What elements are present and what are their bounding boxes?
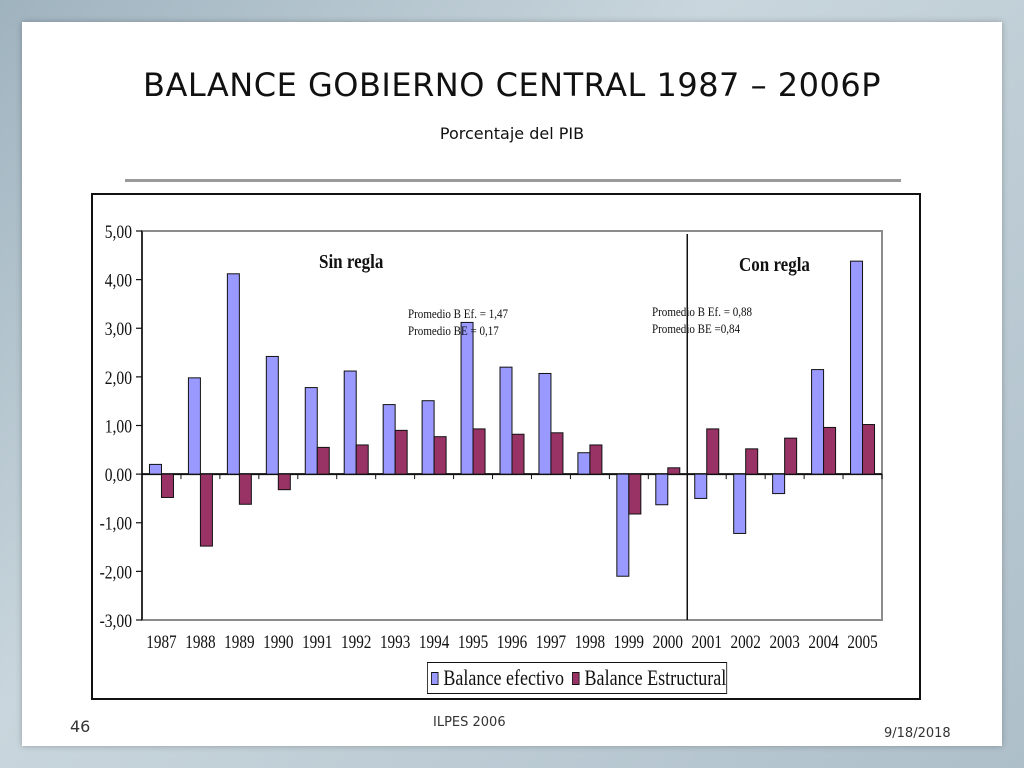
legend-label-balance-estructural: Balance Estructural [584,665,727,690]
page-number: 46 [70,717,91,736]
footer-date: 9/18/2018 [884,726,951,741]
x-tick-label: 2002 [730,631,760,652]
y-tick-label: 0,00 [105,465,133,486]
label-sin-regla: Sin regla [319,251,383,274]
bar-balance-efectivo-2004 [811,369,825,475]
bar-balance-efectivo-1991 [304,387,318,475]
y-tick-label: 1,00 [105,416,133,437]
bar-balance-efectivo-2000 [655,473,669,506]
bar-balance-estructural-2004 [823,426,837,475]
bar-balance-estructural-1996 [511,433,525,475]
x-tick-label: 1998 [575,631,605,652]
x-tick-label: 1999 [614,631,644,652]
bar-balance-estructural-1990 [277,473,291,491]
x-tick-label: 1993 [380,631,410,652]
footer-source: ILPES 2006 [433,715,506,730]
y-tick-label: 3,00 [105,319,133,340]
chart-frame: -3,00 -2,00 -1,00 0,00 1,00 2,00 3,00 4,00 5,00 1… [91,193,921,700]
bar-balance-estructural-1999 [628,473,642,515]
x-tick-label: 1992 [341,631,371,652]
bar-balance-efectivo-1992 [343,370,357,475]
avg-right-line-2: Promedio BE =0,84 [652,321,740,336]
bar-balance-estructural-2001 [706,428,720,475]
bar-balance-efectivo-1994 [421,400,435,475]
bar-balance-estructural-2000 [667,467,681,475]
x-tick-label: 2003 [769,631,799,652]
y-tick-label: -2,00 [100,562,133,583]
bar-balance-efectivo-1990 [265,355,279,475]
x-tick-label: 1995 [458,631,488,652]
bar-balance-efectivo-2001 [694,473,708,499]
bar-balance-estructural-1988 [199,473,213,547]
x-tick-label: 2001 [692,631,722,652]
bar-balance-efectivo-1988 [187,377,201,475]
bar-balance-estructural-1995 [472,428,486,475]
bar-balance-estructural-1991 [316,446,330,475]
bar-balance-estructural-1994 [433,436,447,475]
bar-balance-efectivo-1989 [226,273,240,475]
slide-subtitle: Porcentaje del PIB [439,124,585,143]
chart-legend: Balance efectivo Balance Estructural [427,662,728,694]
avg-left-line-1: Promedio B Ef. = 1,47 [408,306,508,321]
label-con-regla: Con regla [739,254,810,277]
bar-balance-estructural-1987 [160,473,174,498]
bar-balance-estructural-2003 [784,437,798,475]
bar-balance-efectivo-1995 [460,321,474,475]
x-tick-label: 1994 [419,631,450,652]
bar-balance-efectivo-2003 [772,473,786,495]
legend-label-balance-efectivo: Balance efectivo [443,665,565,690]
x-tick-label: 2005 [847,631,877,652]
slide-title: BALANCE GOBIERNO CENTRAL 1987 – 2006P [143,66,881,104]
x-tick-label: 1988 [185,631,215,652]
bar-balance-estructural-1993 [394,429,408,475]
bar-balance-estructural-1997 [550,432,564,475]
x-tick-label: 1989 [224,631,254,652]
bar-balance-efectivo-1996 [499,366,513,475]
bar-balance-estructural-2005 [862,424,876,475]
bar-balance-efectivo-1987 [148,463,162,475]
x-tick-label: 1997 [536,631,567,652]
x-tick-label: 1987 [146,631,177,652]
x-tick-label: 2000 [653,631,683,652]
bar-balance-efectivo-1999 [616,473,630,577]
bar-balance-estructural-2002 [745,448,759,475]
bar-balance-estructural-1998 [589,444,603,475]
legend-swatch-balance-estructural [572,671,580,685]
avg-right-line-1: Promedio B Ef. = 0,88 [652,304,752,319]
avg-left-line-2: Promedio BE = 0,17 [408,323,499,338]
y-tick-label: 4,00 [105,270,133,291]
bar-balance-efectivo-1998 [577,452,591,475]
bar-balance-efectivo-2002 [733,473,747,534]
x-tick-label: 1991 [302,631,332,652]
y-tick-label: -3,00 [100,611,133,632]
y-tick-label: 5,00 [105,222,133,243]
x-tick-label: 1990 [263,631,293,652]
y-tick-label: 2,00 [105,367,133,388]
bar-balance-efectivo-1993 [382,404,396,475]
x-tick-label: 1996 [497,631,528,652]
bar-chart: -3,00 -2,00 -1,00 0,00 1,00 2,00 3,00 4,00 5,00 1… [100,222,883,652]
y-tick-label: -1,00 [100,513,133,534]
bar-balance-efectivo-1997 [538,372,552,475]
bar-balance-estructural-1992 [355,444,369,475]
x-tick-label: 2004 [808,631,839,652]
legend-swatch-balance-efectivo [431,671,439,685]
bar-balance-efectivo-2005 [850,260,864,475]
bar-balance-estructural-1989 [238,473,252,505]
title-divider [125,179,901,182]
